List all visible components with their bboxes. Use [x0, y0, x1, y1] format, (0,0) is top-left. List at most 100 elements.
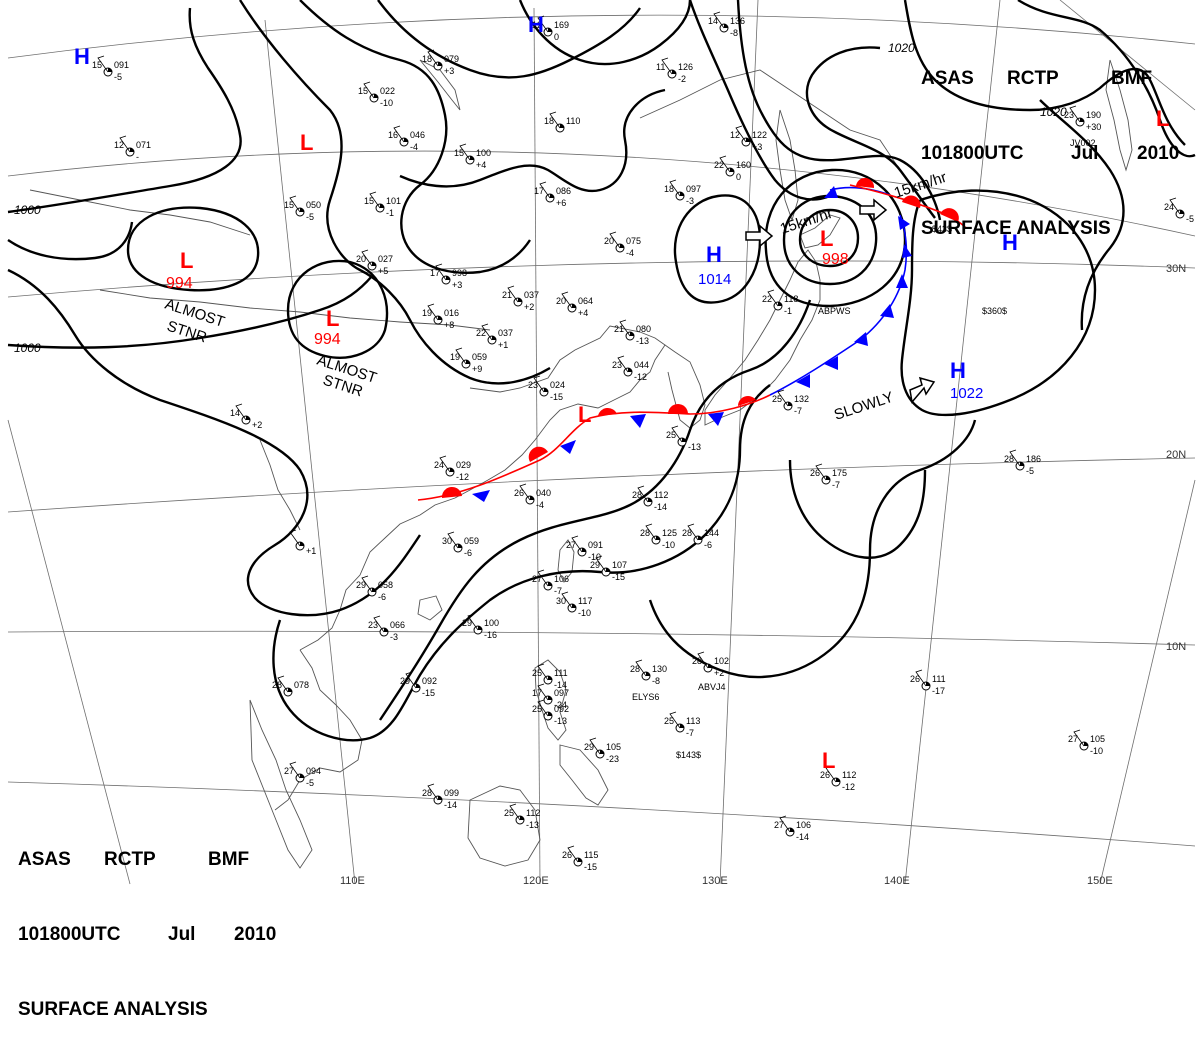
station-plot: 28 130 -8	[630, 659, 667, 686]
cloud-cover-mark	[438, 796, 442, 800]
station-plot: 15 050 -5	[284, 195, 321, 222]
wind-barb	[97, 55, 109, 73]
cloud-cover-mark	[680, 192, 684, 196]
cloud-cover-mark	[374, 94, 378, 98]
station-plot: 12 169 0	[532, 15, 569, 42]
cloud-cover-mark	[446, 276, 450, 280]
station-plot: 26 111 -17	[910, 669, 946, 696]
low-center: L	[820, 226, 833, 251]
header-office: BMF	[208, 849, 250, 870]
station-plot: 26 112 -12	[820, 765, 856, 792]
station-plot: 18 097 -3	[664, 179, 701, 206]
wind-barb	[619, 319, 631, 337]
isobar-tropical-1	[272, 384, 771, 742]
station-pressure-tendency: -16	[484, 630, 497, 640]
isobar-outer-east	[903, 0, 1186, 146]
station-pressure-tendency: -15	[612, 572, 625, 582]
parallel-40n	[7, 150, 1196, 237]
cloud-cover-mark	[1180, 210, 1184, 214]
station-temperature: 30	[556, 596, 566, 606]
station-pressure-tendency: -4	[536, 500, 544, 510]
station-temperature: 25	[504, 808, 514, 818]
station-plot: 21 037 +2	[502, 285, 539, 312]
header-title: SURFACE ANALYSIS	[18, 999, 208, 1020]
station-temperature: 27	[566, 540, 576, 550]
wind-barb	[537, 569, 549, 587]
wind-barb	[561, 291, 573, 309]
low-pressure-value: 994	[314, 331, 341, 348]
station-temperature: 27	[1068, 734, 1078, 744]
isobar-west-ring	[7, 221, 134, 261]
inland-river-3	[259, 439, 301, 531]
station-pressure-tendency: -10	[662, 540, 675, 550]
station-pressure-tendency: -14	[654, 502, 667, 512]
station-pressure-tendency: -14	[796, 832, 809, 842]
wind-barb	[589, 737, 601, 755]
wind-barb	[635, 659, 647, 677]
station-temperature: 24	[434, 460, 444, 470]
station-pressure: 136	[730, 16, 745, 26]
station-pressure: 100	[476, 148, 491, 158]
cloud-cover-mark	[572, 304, 576, 308]
wind-barb	[561, 591, 573, 609]
station-pressure: 066	[390, 620, 405, 630]
station-plot: 29 105 -23	[584, 737, 621, 764]
station-temperature: 21	[614, 324, 624, 334]
station-pressure-tendency: -5	[114, 72, 122, 82]
station-pressure: 190	[1086, 110, 1101, 120]
station-pressure-tendency: -13	[526, 820, 539, 830]
station-pressure-tendency: +5	[378, 266, 388, 276]
wind-barb	[509, 803, 521, 821]
cloud-cover-mark	[300, 542, 304, 546]
wind-barb	[427, 303, 439, 321]
cloud-cover-mark	[416, 684, 420, 688]
ship-ids: ABPWS ELYS6 ABVJ4 $143$ $360$ $43$ JV002	[632, 138, 1096, 760]
cloud-cover-mark	[790, 828, 794, 832]
station-pressure: 132	[794, 394, 809, 404]
station-temperature: 12	[730, 130, 740, 140]
station-pressure-tendency: -5	[306, 212, 314, 222]
station-pressure-tendency: -13	[688, 442, 701, 452]
high-center: H	[706, 242, 722, 267]
low-pressure-value: 998	[822, 251, 849, 268]
wind-barb	[595, 555, 607, 573]
station-pressure: 044	[634, 360, 649, 370]
station-pressure-tendency: +3	[452, 280, 462, 290]
station-pressure-tendency: -13	[636, 336, 649, 346]
cloud-cover-mark	[582, 548, 586, 552]
station-pressure: 037	[498, 328, 513, 338]
station-temperature: 27	[532, 574, 542, 584]
wind-barb	[1169, 197, 1181, 215]
wind-barb	[289, 195, 301, 213]
cloud-cover-mark	[548, 582, 552, 586]
station-pressure-tendency: -7	[554, 586, 562, 596]
station-pressure: 075	[626, 236, 641, 246]
cloud-cover-mark	[300, 774, 304, 778]
station-pressure: 027	[378, 254, 393, 264]
meridian-120e	[533, 7, 541, 885]
station-temperature: 14	[230, 408, 240, 418]
indochina	[274, 649, 363, 811]
station-pressure: 106	[796, 820, 811, 830]
isobar-1020-north	[805, 46, 936, 219]
station-plot: 25 112 -13	[504, 803, 540, 830]
movement-arrows	[745, 198, 936, 404]
station-pressure: 058	[378, 580, 393, 590]
station-temperature: 15	[454, 148, 464, 158]
station-plot: 29 100 -16	[462, 613, 499, 640]
cloud-cover-mark	[606, 568, 610, 572]
wind-barb	[363, 81, 375, 99]
station-pressure: 091	[588, 540, 603, 550]
ship-id: $143$	[676, 750, 701, 760]
station-plot: 25 113 -7	[664, 711, 700, 738]
station-temperature: 26	[810, 468, 820, 478]
station-pressure: 046	[410, 130, 425, 140]
cloud-cover-mark	[620, 244, 624, 248]
station-pressure: 105	[606, 742, 621, 752]
station-plot: 26 040 -4	[514, 483, 551, 510]
station-pressure-tendency: -	[136, 152, 139, 162]
station-pressure: 094	[306, 766, 321, 776]
station-pressure: 998	[452, 268, 467, 278]
station-plot: 29 092 -15	[400, 671, 437, 698]
station-pressure: 107	[612, 560, 627, 570]
